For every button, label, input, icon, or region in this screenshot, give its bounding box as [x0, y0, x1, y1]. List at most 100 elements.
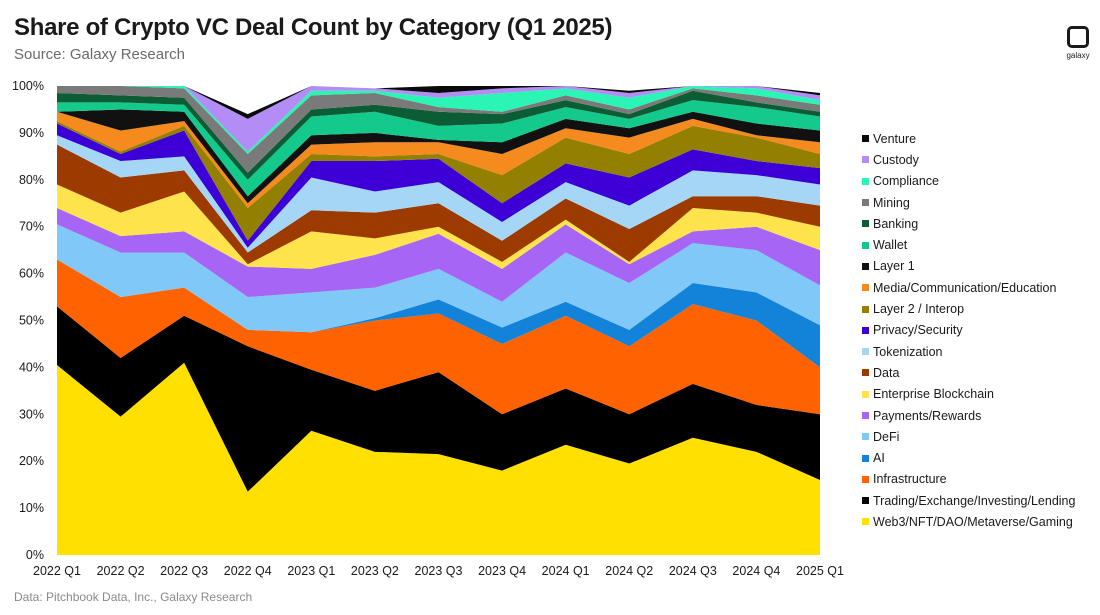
area-series-group [57, 86, 820, 555]
legend-swatch [862, 177, 869, 185]
legend-swatch [862, 475, 869, 483]
y-tick-label: 30% [19, 407, 44, 421]
area-series-defi [57, 224, 820, 333]
legend-swatch [862, 369, 869, 377]
area-series-wallet [57, 100, 820, 197]
x-tick-label: 2023 Q3 [415, 564, 463, 578]
area-series-payments-rewards [57, 207, 820, 302]
legend-label: Media/Communication/Education [873, 280, 1057, 295]
legend-swatch [862, 241, 869, 249]
area-series-tokenization [57, 135, 820, 253]
legend-label: Enterprise Blockchain [873, 387, 994, 402]
brand-logo: galaxy [1058, 26, 1098, 60]
legend-label: Custody [873, 152, 919, 167]
legend-item: Banking [862, 213, 1075, 234]
legend-swatch [862, 156, 869, 164]
area-series-banking [57, 90, 820, 180]
legend-item: Wallet [862, 234, 1075, 255]
legend-swatch [862, 262, 869, 270]
legend-swatch [862, 220, 869, 228]
area-series-layer-2-interop [57, 121, 820, 241]
legend-label: Venture [873, 131, 917, 146]
area-series-privacy-security [57, 123, 820, 248]
legend-item: Venture [862, 128, 1075, 149]
legend-item: Mining [862, 192, 1075, 213]
area-series-compliance [57, 86, 820, 155]
area-series-enterprise-blockchain [57, 184, 820, 269]
legend-item: Infrastructure [862, 469, 1075, 490]
legend-label: Payments/Rewards [873, 408, 982, 423]
legend-label: Layer 1 [873, 259, 915, 274]
area-series-trading-exchange-investing-lending [57, 306, 820, 492]
legend-item: AI [862, 447, 1075, 468]
legend-swatch [862, 412, 869, 419]
legend-item: DeFi [862, 426, 1075, 447]
chart-legend: Venture Custody Compliance Mining Banking Wal… [862, 128, 1075, 533]
x-tick-label: 2025 Q1 [796, 564, 844, 578]
legend-label: Infrastructure [873, 472, 947, 487]
legend-swatch [862, 348, 869, 356]
x-tick-label: 2023 Q1 [287, 564, 335, 578]
legend-swatch [862, 390, 869, 398]
chart-title: Share of Crypto VC Deal Count by Categor… [14, 14, 613, 41]
legend-label: Banking [873, 216, 919, 231]
legend-item: Tokenization [862, 341, 1075, 362]
legend-swatch [862, 518, 869, 526]
legend-label: Data [873, 365, 900, 380]
x-tick-label: 2024 Q4 [732, 564, 780, 578]
y-tick-label: 10% [19, 501, 44, 515]
area-series-layer-1 [57, 109, 820, 204]
x-tick-label: 2024 Q2 [605, 564, 653, 578]
legend-item: Compliance [862, 171, 1075, 192]
y-tick-label: 60% [19, 267, 44, 281]
legend-label: Web3/NFT/DAO/Metaverse/Gaming [873, 514, 1073, 529]
legend-item: Trading/Exchange/Investing/Lending [862, 490, 1075, 511]
galaxy-logo-icon [1067, 26, 1089, 48]
legend-swatch [862, 284, 869, 292]
legend-item: Privacy/Security [862, 320, 1075, 341]
y-tick-label: 40% [19, 360, 44, 374]
legend-item: Web3/NFT/DAO/Metaverse/Gaming [862, 511, 1075, 532]
y-tick-label: 80% [19, 173, 44, 187]
legend-item: Media/Communication/Education [862, 277, 1075, 298]
y-tick-label: 50% [19, 314, 44, 328]
legend-label: AI [873, 451, 885, 466]
x-tick-label: 2024 Q3 [669, 564, 717, 578]
legend-label: Tokenization [873, 344, 943, 359]
area-series-ai [57, 259, 820, 368]
chart-subtitle: Source: Galaxy Research [14, 46, 185, 63]
logo-text: galaxy [1066, 51, 1090, 60]
y-tick-label: 90% [19, 126, 44, 140]
x-tick-label: 2022 Q4 [224, 564, 272, 578]
y-tick-label: 70% [19, 220, 44, 234]
x-tick-label: 2022 Q3 [160, 564, 208, 578]
legend-item: Layer 1 [862, 256, 1075, 277]
legend-item: Enterprise Blockchain [862, 384, 1075, 405]
legend-item: Custody [862, 149, 1075, 170]
legend-label: Privacy/Security [873, 323, 963, 338]
area-series-venture [57, 86, 820, 119]
legend-swatch [862, 135, 869, 143]
y-tick-label: 20% [19, 454, 44, 468]
x-tick-label: 2024 Q1 [542, 564, 590, 578]
legend-swatch [862, 454, 869, 462]
area-series-infrastructure [57, 259, 820, 415]
area-series-web3-nft-dao-metaverse-gaming [57, 362, 820, 555]
x-tick-label: 2022 Q2 [97, 564, 145, 578]
legend-item: Data [862, 362, 1075, 383]
y-tick-label: 100% [12, 79, 44, 93]
area-series-custody [57, 86, 820, 152]
data-source-footer: Data: Pitchbook Data, Inc., Galaxy Resea… [14, 590, 253, 604]
legend-swatch [862, 199, 869, 207]
legend-label: Trading/Exchange/Investing/Lending [873, 493, 1076, 508]
legend-swatch [862, 433, 869, 441]
legend-label: Wallet [873, 238, 908, 253]
area-series-data [57, 144, 820, 265]
legend-item: Layer 2 / Interop [862, 298, 1075, 319]
x-tick-label: 2023 Q2 [351, 564, 399, 578]
y-tick-label: 0% [26, 548, 44, 562]
legend-swatch [862, 326, 869, 334]
area-series-mining [57, 86, 820, 173]
legend-label: Layer 2 / Interop [873, 302, 965, 317]
